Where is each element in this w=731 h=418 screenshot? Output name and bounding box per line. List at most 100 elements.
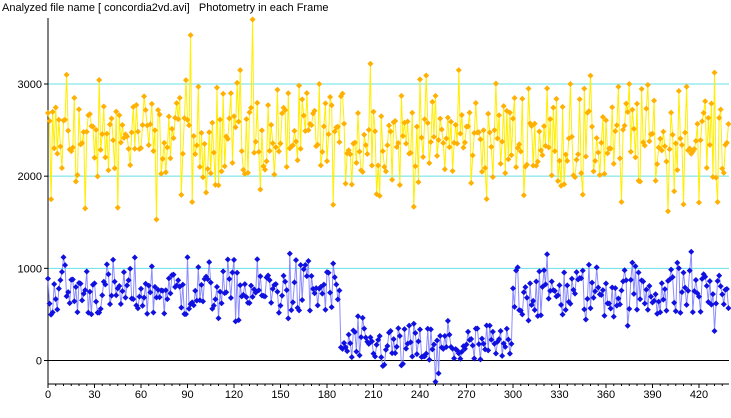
- bright-point: [525, 85, 532, 92]
- bright-point: [237, 67, 244, 74]
- bright-point: [170, 135, 177, 142]
- bright-point: [308, 122, 315, 129]
- bright-point: [510, 115, 516, 122]
- faint-point: [415, 338, 422, 345]
- faint-point: [514, 264, 521, 271]
- bright-point: [575, 151, 582, 158]
- series-faint: [45, 248, 731, 385]
- faint-point: [179, 281, 186, 288]
- faint-point: [54, 306, 61, 313]
- faint-point: [66, 300, 73, 307]
- bright-point: [238, 148, 245, 155]
- faint-point: [348, 354, 355, 361]
- faint-point: [427, 326, 434, 333]
- bright-point: [382, 168, 389, 175]
- bright-point: [113, 108, 120, 115]
- bright-point: [127, 162, 134, 169]
- faint-point: [217, 288, 224, 295]
- faint-point: [606, 300, 613, 307]
- bright-point: [461, 139, 468, 146]
- faint-point: [717, 283, 724, 290]
- bright-point: [643, 105, 650, 112]
- bright-point: [151, 127, 158, 134]
- bright-point: [275, 148, 282, 155]
- faint-point: [77, 280, 84, 287]
- bright-point: [646, 138, 653, 145]
- bright-point: [342, 180, 349, 187]
- bright-point: [717, 106, 724, 113]
- bright-point: [548, 172, 555, 179]
- faint-point: [331, 274, 338, 281]
- faint-point: [392, 350, 399, 357]
- bright-point: [697, 137, 704, 144]
- faint-point: [141, 294, 148, 301]
- bright-point: [71, 94, 78, 101]
- bright-point: [62, 116, 69, 123]
- faint-point: [52, 296, 59, 303]
- faint-point: [686, 267, 693, 274]
- faint-point: [49, 309, 56, 316]
- bright-point: [249, 16, 256, 23]
- bright-point: [65, 127, 72, 134]
- bright-point: [294, 157, 301, 164]
- bright-point: [714, 198, 721, 205]
- faint-point: [198, 281, 205, 288]
- bright-point: [215, 182, 222, 189]
- bright-point: [319, 148, 326, 155]
- faint-point: [297, 261, 304, 268]
- faint-point: [417, 326, 423, 333]
- faint-point: [430, 341, 437, 348]
- bright-point: [668, 109, 675, 116]
- faint-point: [678, 289, 685, 296]
- bright-point: [141, 93, 148, 100]
- faint-point: [74, 309, 81, 316]
- faint-point: [711, 328, 718, 335]
- bright-point: [248, 104, 255, 111]
- faint-point: [378, 354, 385, 361]
- bright-point: [303, 90, 310, 97]
- bright-point: [534, 158, 541, 165]
- faint-point: [637, 296, 644, 303]
- faint-point: [485, 347, 492, 354]
- faint-point: [703, 282, 710, 289]
- faint-point: [492, 350, 499, 357]
- faint-point: [559, 311, 566, 318]
- bright-point: [582, 153, 589, 160]
- bright-point: [364, 150, 371, 157]
- faint-point: [545, 295, 552, 302]
- bright-point: [454, 140, 461, 147]
- bright-point: [198, 129, 205, 136]
- bright-point: [520, 192, 527, 199]
- bright-point: [595, 149, 602, 156]
- bright-point: [665, 208, 671, 215]
- bright-point: [317, 162, 324, 169]
- bright-point: [328, 102, 335, 109]
- bright-point: [678, 141, 685, 148]
- faint-point: [314, 302, 321, 309]
- bright-point: [413, 123, 420, 130]
- bright-point: [544, 85, 551, 92]
- faint-point: [672, 308, 679, 315]
- bright-point: [499, 138, 506, 145]
- bright-point: [193, 142, 200, 149]
- faint-point: [486, 322, 493, 329]
- faint-point: [322, 306, 329, 313]
- faint-point: [182, 311, 189, 318]
- bright-point: [392, 118, 399, 125]
- bright-point: [568, 133, 575, 140]
- bright-point: [190, 132, 197, 139]
- bright-point: [192, 151, 199, 158]
- bright-point: [576, 96, 583, 103]
- bright-point: [55, 116, 62, 123]
- bright-point: [677, 135, 684, 142]
- faint-point: [257, 273, 264, 280]
- faint-point: [280, 272, 287, 279]
- bright-point: [519, 95, 526, 102]
- faint-point: [82, 287, 89, 294]
- bright-point: [699, 118, 706, 125]
- bright-point: [314, 141, 321, 148]
- faint-point: [150, 309, 157, 316]
- faint-point: [206, 259, 213, 266]
- faint-point: [680, 269, 687, 276]
- bright-point: [675, 87, 682, 94]
